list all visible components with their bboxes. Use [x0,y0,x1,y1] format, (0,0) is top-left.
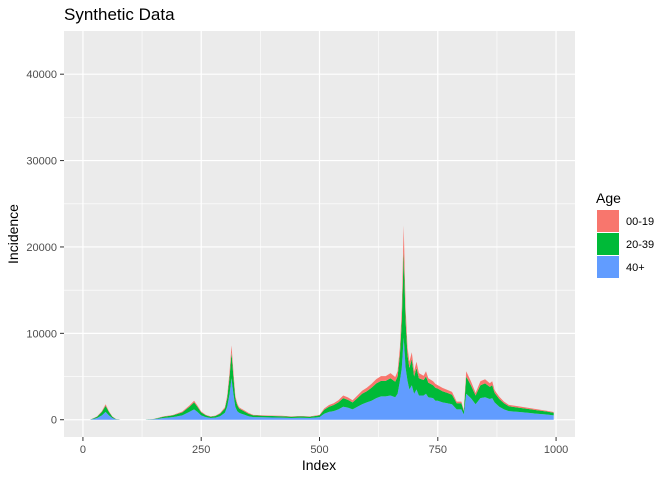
x-axis-title: Index [302,457,336,473]
y-tick-label-2: 20000 [26,242,57,254]
y-tick-label-1: 10000 [26,328,57,340]
y-tick-label-4: 40000 [26,69,57,81]
grid [64,31,575,437]
legend-title: Age [596,190,621,206]
legend-label-00-19: 00-19 [626,216,654,228]
x-axis: 0 250 500 750 1000 [80,437,568,456]
stacked-areas [90,225,554,420]
x-tick-label-2: 500 [310,444,328,456]
legend-label-40+: 40+ [626,262,645,274]
y-tick-label-0: 0 [51,415,57,427]
area-series-40+ [90,337,554,420]
legend-key-40+ [597,256,619,278]
x-tick-label-1: 250 [192,444,210,456]
y-tick-label-3: 30000 [26,156,57,168]
legend-key-20-39 [597,233,619,255]
x-tick-label-4: 1000 [544,444,568,456]
chart-title: Synthetic Data [64,5,175,24]
y-axis: 0 10000 20000 30000 40000 [26,69,64,427]
legend-label-20-39: 20-39 [626,239,654,251]
x-tick-label-3: 750 [429,444,447,456]
legend-key-00-19 [597,210,619,232]
legend: Age 00-19 20-39 40+ [596,190,654,278]
x-tick-label-0: 0 [80,444,86,456]
y-axis-title: Incidence [5,204,21,264]
